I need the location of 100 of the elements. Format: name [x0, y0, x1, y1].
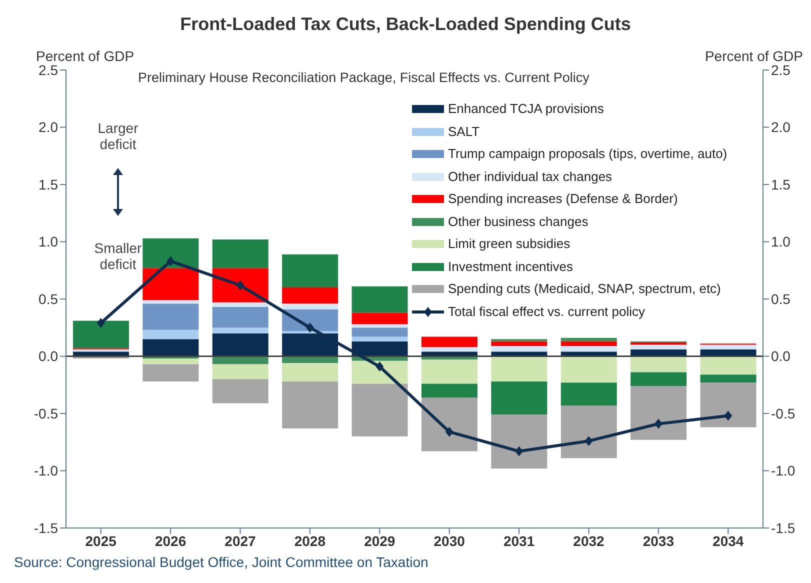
bar: [560, 382, 617, 406]
legend-label: Enhanced TCJA provisions: [448, 100, 604, 118]
bar: [700, 356, 756, 375]
bar: [421, 384, 478, 398]
point: [584, 436, 593, 446]
bar: [212, 364, 268, 380]
bar: [352, 336, 408, 342]
x-tick-label: 2032: [573, 532, 605, 549]
bar: [142, 358, 199, 364]
chart-subtitle: Preliminary House Reconciliation Package, Fiscal Effects vs. Current Policy: [138, 70, 590, 85]
bar: [212, 328, 268, 334]
x-tick-label: 2027: [224, 532, 256, 549]
bar: [421, 397, 478, 452]
bar: [700, 374, 756, 383]
bar: [421, 347, 478, 352]
bar: [560, 346, 617, 352]
annotation: Smaller deficit: [93, 240, 143, 272]
legend-label: Other business changes: [448, 212, 588, 231]
point: [654, 418, 662, 429]
bar: [352, 286, 408, 313]
bar: [491, 341, 548, 346]
bar: [630, 386, 687, 440]
bar: [630, 356, 687, 372]
bar: [142, 238, 199, 268]
bar: [352, 384, 408, 436]
y-tick-label: 0.5: [38, 290, 58, 307]
legend-label: Limit green subsidies: [448, 235, 570, 253]
bar: [142, 268, 199, 300]
bar: [560, 405, 617, 458]
bar: [491, 356, 548, 382]
y2-tick-label: 2.5: [771, 62, 791, 78]
point: [376, 362, 384, 372]
point: [96, 318, 105, 328]
source-note: Source: Congressional Budget Office, Joint Committee on Taxation: [14, 554, 428, 570]
y-tick-label: 2.0: [38, 119, 58, 136]
bar: [212, 302, 268, 308]
y2-tick-label: -1.0: [771, 462, 796, 479]
legend-label: Spending cuts (Medicaid, SNAP, spectrum, etc): [448, 280, 721, 298]
bar: [421, 336, 478, 348]
x-tick-label: 2033: [642, 532, 674, 549]
bar: [282, 304, 338, 310]
bar: [630, 344, 687, 350]
y-tick-label: 2.5: [38, 62, 58, 78]
bar: [630, 372, 687, 386]
point: [445, 426, 454, 437]
legend-label: Spending increases (Defense & Border): [448, 190, 678, 208]
x-tick-label: 2029: [364, 532, 396, 549]
point: [306, 322, 314, 333]
bar: [72, 320, 129, 348]
annotation: Larger deficit: [96, 120, 140, 152]
bar: [212, 379, 268, 404]
bar: [491, 346, 548, 352]
bar: [212, 333, 268, 356]
bar: [491, 381, 548, 415]
bar: [142, 300, 199, 304]
x-tick-label: 2026: [154, 532, 186, 549]
legend-label: Other individual tax changes: [448, 168, 612, 186]
point: [515, 446, 524, 456]
y-tick-label: 1.5: [38, 176, 58, 192]
y-tick-label: -0.5: [34, 405, 58, 422]
bar: [421, 360, 478, 384]
bar: [491, 414, 548, 468]
bar: [700, 382, 756, 428]
bar: [282, 381, 338, 428]
bar: [352, 341, 408, 356]
bar: [560, 356, 617, 383]
point: [236, 280, 244, 290]
bar: [142, 364, 199, 382]
y2-tick-label: 0.0: [771, 348, 791, 364]
legend-label: SALT: [448, 122, 480, 140]
bar: [352, 324, 408, 328]
bar: [700, 344, 756, 350]
y-axis-title: Percent of GDP: [36, 48, 134, 64]
legend-label: Total fiscal effect vs. current policy: [448, 302, 646, 321]
bar: [142, 339, 199, 356]
bar: [560, 338, 617, 342]
point: [724, 410, 732, 421]
bar: [352, 312, 408, 324]
y2-tick-label: 0.5: [771, 290, 791, 307]
bar: [282, 288, 338, 304]
y2-tick-label: -1.5: [771, 520, 796, 536]
x-tick-label: 2025: [85, 532, 117, 549]
bar: [352, 328, 408, 337]
bar: [212, 239, 268, 268]
y-tick-label: -1.0: [34, 462, 58, 479]
y2-tick-label: 1.5: [771, 176, 791, 192]
y-tick-label: 0.0: [38, 348, 58, 364]
y2-tick-label: 1.0: [771, 234, 791, 250]
point: [166, 256, 175, 266]
y2-axis-title: Percent of GDP: [704, 48, 803, 64]
legend-label: Investment incentives: [448, 258, 574, 276]
x-tick-label: 2031: [503, 532, 535, 549]
bar: [282, 254, 338, 288]
bar: [142, 304, 199, 330]
y-tick-label: 1.0: [38, 234, 58, 250]
legend-label: Trump campaign proposals (tips, overtime, auto): [448, 145, 728, 163]
x-tick-label: 2030: [434, 532, 466, 549]
y2-tick-label: -0.5: [771, 405, 796, 422]
bar: [282, 363, 338, 382]
y-tick-label: -1.5: [34, 520, 58, 536]
